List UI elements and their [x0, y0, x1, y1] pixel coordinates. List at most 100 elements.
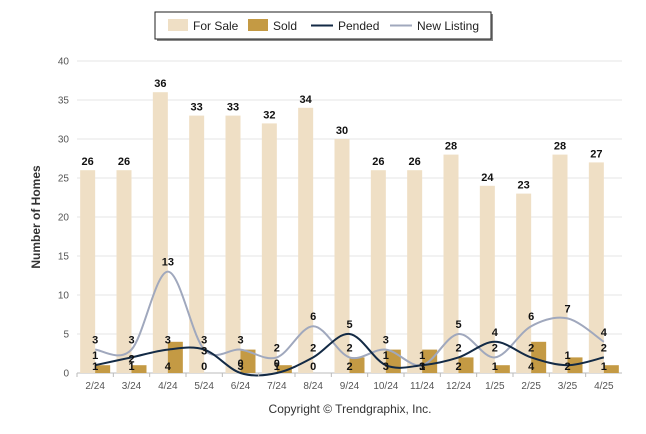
label-new-listing: 3	[201, 335, 207, 347]
label-sold: 2	[564, 361, 570, 373]
label-sold: 4	[528, 361, 535, 373]
label-pended: 1	[92, 350, 98, 362]
label-sold: 3	[237, 361, 243, 373]
line-new-listing	[94, 270, 605, 367]
label-sold: 4	[165, 361, 172, 373]
bar-sold	[349, 357, 365, 373]
copyright: Copyright © Trendgraphix, Inc.	[269, 402, 432, 416]
x-tick-label: 3/24	[122, 381, 142, 392]
label-new-listing: 5	[455, 319, 461, 331]
label-new-listing: 6	[528, 311, 534, 323]
label-pended: 1	[383, 350, 389, 362]
bar-for-sale	[80, 170, 96, 373]
legend-label-sold: Sold	[273, 19, 297, 33]
label-pended: 1	[564, 350, 570, 362]
x-tick-label: 12/24	[446, 381, 471, 392]
y-tick-label: 35	[58, 96, 70, 107]
label-sold: 3	[383, 361, 389, 373]
y-tick-label: 15	[58, 252, 70, 263]
label-for-sale: 33	[191, 102, 203, 114]
label-sold: 1	[274, 361, 280, 373]
bar-for-sale	[479, 185, 495, 373]
label-sold: 3	[419, 361, 425, 373]
label-for-sale: 28	[554, 141, 566, 153]
label-pended: 2	[128, 353, 134, 365]
x-tick-label: 7/24	[267, 381, 287, 392]
y-axis-label: Number of Homes	[29, 165, 43, 269]
lines	[94, 270, 605, 377]
legend: For Sale Sold Pended New Listing	[154, 11, 493, 41]
label-sold: 1	[492, 361, 498, 373]
bar-for-sale	[407, 170, 423, 373]
label-pended: 3	[165, 335, 171, 347]
x-tick-label: 3/25	[558, 381, 578, 392]
y-tick-label: 10	[58, 291, 70, 302]
bar-sold	[95, 365, 111, 373]
bar-for-sale	[261, 123, 277, 374]
label-sold: 1	[128, 361, 134, 373]
y-tick-label: 5	[63, 330, 69, 341]
label-for-sale: 26	[372, 156, 384, 168]
x-tick-label: 4/25	[594, 381, 614, 392]
label-new-listing: 1	[419, 350, 425, 362]
label-new-listing: 2	[274, 342, 280, 354]
x-tick-label: 9/24	[340, 381, 360, 392]
bar-for-sale	[298, 107, 314, 374]
x-tick-label: 6/24	[231, 381, 251, 392]
label-new-listing: 3	[383, 335, 389, 347]
data-labels: 2631126321361334333303330332201346203025…	[82, 78, 608, 373]
bar-for-sale	[189, 115, 205, 373]
bar-sold	[131, 365, 147, 373]
bar-sold	[494, 365, 510, 373]
y-axis-ticks: 0 5 10 15 20 25 30 35 40	[58, 57, 70, 380]
label-pended: 5	[346, 319, 352, 331]
x-tick-label: 8/24	[303, 381, 323, 392]
label-sold: 0	[201, 361, 207, 373]
bar-sold	[276, 365, 292, 373]
label-pended: 2	[455, 342, 461, 354]
bar-sold	[240, 349, 256, 373]
label-for-sale: 26	[409, 156, 421, 168]
label-new-listing: 2	[346, 342, 352, 354]
bar-for-sale	[152, 92, 168, 373]
label-for-sale: 27	[590, 148, 602, 160]
y-tick-label: 40	[58, 57, 70, 68]
label-for-sale: 26	[118, 156, 130, 168]
label-new-listing: 13	[162, 257, 174, 269]
legend-label-new-listing: New Listing	[417, 19, 479, 33]
label-sold: 2	[455, 361, 461, 373]
bar-for-sale	[552, 154, 568, 373]
label-new-listing: 3	[237, 335, 243, 347]
x-tick-label: 2/25	[521, 381, 541, 392]
label-pended: 2	[601, 342, 607, 354]
label-pended: 1	[419, 361, 425, 373]
label-new-listing: 6	[310, 311, 316, 323]
bar-for-sale	[225, 115, 241, 373]
label-for-sale: 34	[300, 94, 313, 106]
legend-label-pended: Pended	[338, 19, 379, 33]
label-for-sale: 32	[263, 109, 275, 121]
y-tick-label: 25	[58, 174, 70, 185]
legend-swatch-for-sale	[168, 19, 188, 31]
y-tick-label: 20	[58, 213, 70, 224]
label-pended: 2	[310, 342, 316, 354]
label-new-listing: 3	[92, 335, 98, 347]
y-tick-label: 30	[58, 135, 70, 146]
line-pended	[94, 332, 605, 377]
bars	[80, 92, 619, 374]
label-sold: 1	[92, 361, 98, 373]
label-sold: 1	[601, 361, 607, 373]
label-new-listing: 2	[492, 342, 498, 354]
label-for-sale: 28	[445, 141, 457, 153]
label-new-listing: 7	[564, 303, 570, 315]
bar-for-sale	[588, 162, 604, 373]
bar-sold	[531, 341, 547, 373]
x-tick-label: 5/24	[194, 381, 214, 392]
x-tick-label: 1/25	[485, 381, 505, 392]
bar-for-sale	[370, 170, 386, 373]
label-for-sale: 33	[227, 102, 239, 114]
label-pended: 3	[201, 346, 207, 358]
label-sold: 0	[310, 361, 316, 373]
x-axis-ticks: 2/24 3/24 4/24 5/24 6/24 7/24 8/24 9/24 10/24 11/…	[76, 373, 614, 392]
